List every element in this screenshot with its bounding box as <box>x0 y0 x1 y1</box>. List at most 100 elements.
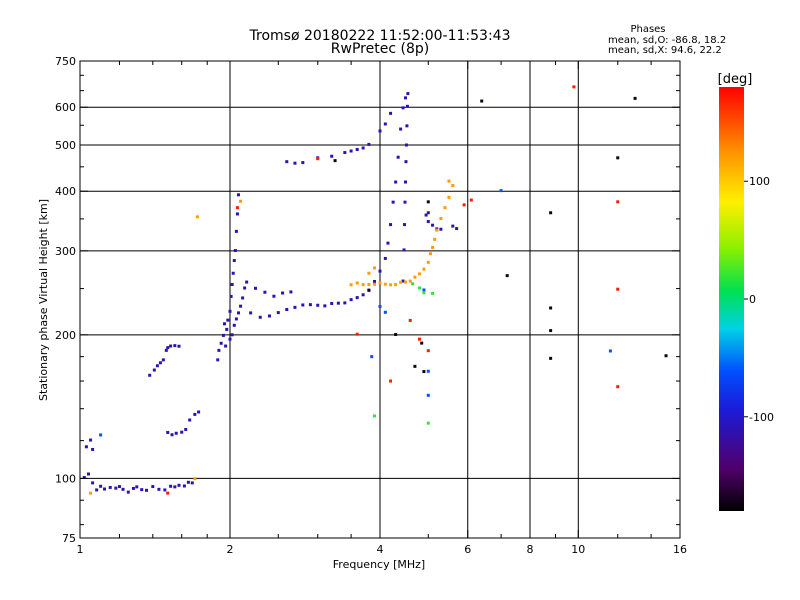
data-point <box>399 280 403 284</box>
data-point <box>241 296 245 300</box>
data-point <box>439 227 443 231</box>
data-point <box>417 337 421 341</box>
data-point <box>235 212 239 216</box>
data-point <box>572 85 576 89</box>
data-point <box>443 206 447 210</box>
data-point <box>121 487 125 491</box>
data-point <box>355 296 359 300</box>
data-point <box>499 189 503 193</box>
data-point <box>166 430 170 434</box>
data-point <box>164 348 168 352</box>
data-point <box>267 314 271 318</box>
data-point <box>389 111 393 115</box>
data-point <box>447 195 451 199</box>
x-tick-label: 6 <box>464 543 471 556</box>
x-tick-label: 16 <box>673 543 687 556</box>
y-axis-label: Stationary phase Virtual Height [km] <box>37 199 50 401</box>
data-point <box>426 220 430 224</box>
data-point <box>405 104 409 108</box>
data-point <box>235 206 239 210</box>
data-point <box>462 203 466 207</box>
data-point <box>293 161 297 165</box>
data-point <box>180 430 184 434</box>
data-point <box>163 488 167 492</box>
data-point <box>549 329 553 333</box>
data-point <box>169 344 173 348</box>
data-point <box>404 160 408 164</box>
data-point <box>231 271 235 275</box>
data-point <box>114 486 118 490</box>
data-point <box>396 155 400 159</box>
stats-header: Phases <box>630 24 665 35</box>
data-point <box>367 288 371 292</box>
data-point <box>389 223 393 227</box>
data-point <box>234 317 238 321</box>
data-point <box>383 310 387 314</box>
data-point <box>378 269 382 273</box>
data-point <box>426 393 430 397</box>
data-point <box>301 161 305 165</box>
data-point <box>349 283 353 287</box>
data-point <box>403 280 407 284</box>
data-point <box>431 245 435 249</box>
data-point <box>157 487 161 491</box>
data-point <box>258 315 262 319</box>
data-point <box>239 199 243 203</box>
data-point <box>230 282 234 286</box>
data-point <box>91 481 95 485</box>
data-point <box>386 241 390 245</box>
data-point <box>99 433 103 437</box>
data-point <box>293 305 297 309</box>
data-point <box>401 279 405 283</box>
data-point <box>243 286 247 290</box>
data-point <box>301 303 305 307</box>
data-point <box>91 447 95 451</box>
stats-x-line: mean, sd,X: 94.6, 22.2 <box>608 45 722 56</box>
data-point <box>422 291 426 295</box>
data-point <box>177 483 181 487</box>
data-point <box>402 248 406 252</box>
data-point <box>188 418 192 422</box>
data-point <box>166 346 170 350</box>
data-point <box>383 256 387 260</box>
data-points <box>82 85 668 495</box>
x-tick-label: 8 <box>527 543 534 556</box>
data-point <box>216 358 220 362</box>
colorbar-tick-label: 100 <box>749 175 770 188</box>
data-point <box>355 332 359 336</box>
data-point <box>349 149 353 153</box>
data-point <box>355 281 359 285</box>
data-point <box>417 272 421 276</box>
data-point <box>230 333 234 337</box>
data-point <box>361 293 365 297</box>
y-tick-label: 600 <box>55 101 76 114</box>
data-point <box>378 304 382 308</box>
data-point <box>455 227 459 231</box>
data-point <box>117 485 121 489</box>
data-point <box>633 96 637 100</box>
data-point <box>236 311 240 315</box>
data-point <box>333 159 337 163</box>
data-point <box>361 283 365 287</box>
data-point <box>245 280 249 284</box>
data-point <box>285 307 289 311</box>
data-point <box>401 106 405 110</box>
data-point <box>99 484 103 488</box>
data-point <box>447 179 451 183</box>
data-point <box>391 200 395 204</box>
data-point <box>426 421 430 425</box>
data-point <box>404 143 408 147</box>
data-point <box>343 301 347 305</box>
data-point <box>89 491 93 495</box>
data-point <box>131 486 135 490</box>
data-point <box>378 129 382 133</box>
data-point <box>184 427 188 431</box>
stats-o-line: mean, sd,O: -86.8, 18.2 <box>608 35 726 46</box>
data-point <box>389 379 393 383</box>
data-point <box>367 282 371 286</box>
data-point <box>234 229 238 233</box>
data-point <box>158 361 162 365</box>
data-point <box>308 303 312 307</box>
data-point <box>431 223 435 227</box>
data-point <box>135 485 139 489</box>
